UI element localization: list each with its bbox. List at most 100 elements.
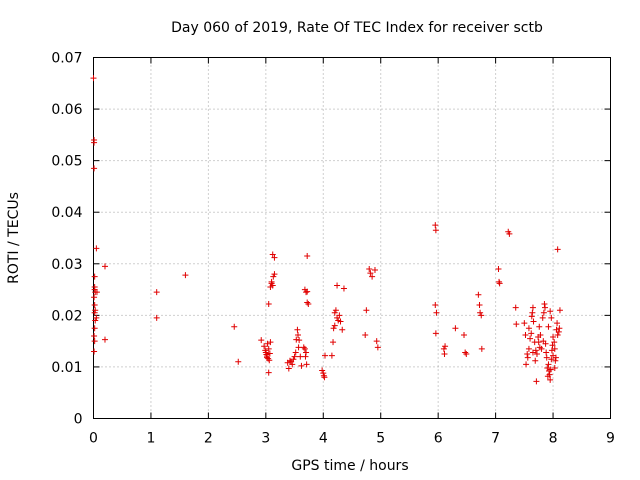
data-point	[271, 254, 278, 261]
data-point	[543, 349, 550, 356]
data-point	[552, 354, 559, 361]
data-point	[551, 364, 558, 371]
data-point	[529, 304, 536, 311]
data-point	[331, 322, 338, 329]
data-point	[495, 265, 502, 272]
data-point	[535, 339, 542, 346]
data-point	[153, 289, 160, 296]
data-point	[523, 361, 530, 368]
data-point	[529, 349, 536, 356]
y-tick-label: 0.07	[51, 51, 82, 67]
data-point	[373, 338, 380, 345]
data-point	[440, 345, 447, 352]
data-point	[91, 338, 98, 345]
x-tick-label: 9	[606, 431, 615, 447]
data-point	[433, 309, 440, 316]
x-axis-label: GPS time / hours	[291, 458, 408, 474]
data-point	[331, 309, 338, 316]
data-point	[235, 358, 242, 365]
data-point	[554, 320, 561, 327]
data-point	[322, 352, 329, 359]
data-point	[265, 369, 272, 376]
data-point	[555, 328, 562, 335]
data-point	[533, 378, 540, 385]
data-point	[294, 326, 301, 333]
data-point	[369, 273, 376, 280]
x-tick-label: 2	[204, 431, 213, 447]
data-point	[461, 331, 468, 338]
data-point	[319, 367, 326, 374]
data-point	[91, 139, 98, 146]
data-point	[545, 361, 552, 368]
data-point	[547, 308, 554, 315]
data-point	[305, 301, 312, 308]
data-point	[339, 326, 346, 333]
data-point	[269, 251, 276, 258]
data-point	[301, 345, 308, 352]
x-tick-labels: 0 1 2 3 4 5 6 7 8 9	[89, 431, 615, 447]
x-tick-label: 8	[549, 431, 558, 447]
data-point	[525, 325, 532, 332]
x-tick-label: 6	[434, 431, 443, 447]
data-point	[542, 304, 549, 311]
data-point	[452, 325, 459, 332]
data-point	[91, 309, 98, 316]
data-point	[362, 331, 369, 338]
data-point	[506, 230, 513, 237]
data-point	[91, 348, 98, 355]
data-point	[265, 301, 272, 308]
data-point	[286, 357, 293, 364]
x-tick-label: 4	[319, 431, 328, 447]
data-point	[547, 366, 554, 373]
data-point	[266, 357, 273, 364]
data-point	[303, 289, 310, 296]
data-point	[265, 345, 272, 352]
data-point	[295, 331, 302, 338]
x-tick-label: 0	[89, 431, 98, 447]
y-tick-label: 0.03	[51, 257, 82, 273]
data-point	[525, 345, 532, 352]
data-point	[268, 278, 275, 285]
x-tick-label: 5	[376, 431, 385, 447]
data-point	[334, 282, 341, 289]
data-point	[547, 376, 554, 383]
data-point	[554, 246, 561, 253]
data-point	[530, 318, 537, 325]
y-tick-label: 0.01	[51, 360, 82, 376]
x-tick-label: 7	[491, 431, 500, 447]
data-point	[336, 312, 343, 319]
data-point	[101, 263, 108, 270]
data-point	[556, 307, 563, 314]
data-point	[432, 302, 439, 309]
data-point	[91, 332, 98, 339]
data-point	[442, 343, 449, 350]
data-point	[544, 364, 551, 371]
data-point	[330, 339, 337, 346]
data-point	[292, 349, 299, 356]
data-point	[524, 354, 531, 361]
data-point	[321, 374, 328, 381]
data-point	[539, 314, 546, 321]
data-point	[337, 318, 344, 325]
data-point	[513, 321, 520, 328]
data-point	[537, 331, 544, 338]
data-point	[374, 344, 381, 351]
data-point	[548, 356, 555, 363]
data-point	[93, 245, 100, 252]
data-point	[90, 75, 97, 82]
data-point	[153, 314, 160, 321]
data-point	[549, 342, 556, 349]
data-point	[91, 165, 98, 172]
plot-frame	[93, 57, 611, 419]
data-point	[533, 351, 540, 358]
data-point	[550, 334, 557, 341]
data-point	[540, 338, 547, 345]
data-point	[295, 344, 302, 351]
data-point	[304, 253, 311, 260]
data-point	[521, 320, 528, 327]
data-point	[269, 282, 276, 289]
data-point	[432, 227, 439, 234]
data-point	[320, 370, 327, 377]
data-point	[546, 371, 553, 378]
data-point	[363, 307, 370, 314]
